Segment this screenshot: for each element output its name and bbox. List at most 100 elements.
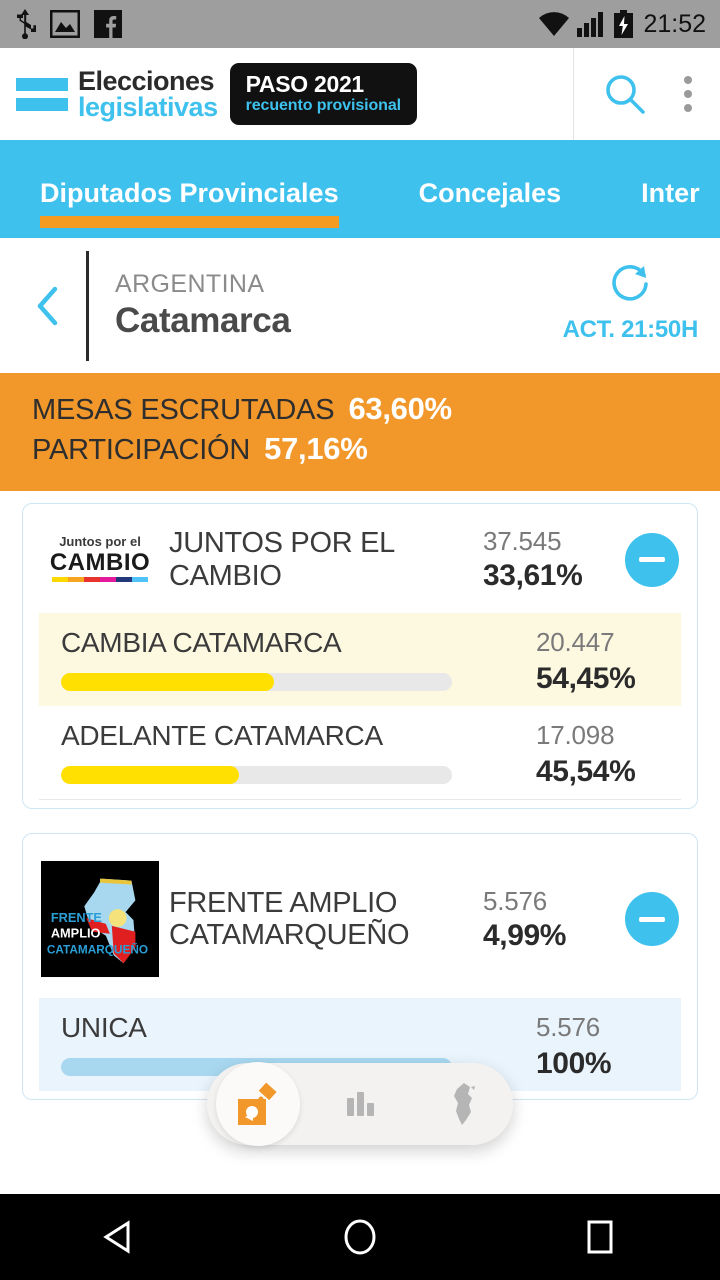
list-item[interactable]: CAMBIA CATAMARCA 20.447 54,45% bbox=[39, 613, 681, 706]
nav-home-button[interactable] bbox=[300, 1194, 420, 1280]
summary-label: MESAS ESCRUTADAS bbox=[32, 394, 335, 426]
sublist-percent: 100% bbox=[536, 1047, 612, 1080]
minus-circle-icon[interactable] bbox=[625, 892, 679, 946]
tab-label: Inter bbox=[641, 178, 700, 208]
party-sublist: UNICA 5.576 100% bbox=[23, 998, 697, 1099]
sublist-name: CAMBIA CATAMARCA bbox=[61, 627, 342, 658]
minus-circle-icon[interactable] bbox=[625, 532, 679, 587]
location-country: ARGENTINA bbox=[115, 270, 265, 298]
list-item[interactable]: ADELANTE CATAMARCA 17.098 45,54% bbox=[39, 706, 681, 800]
party-card: FRENTE AMPLIO CATAMARQUEÑO FRENTE AMPLIO… bbox=[22, 833, 698, 1100]
sublist-figures: 20.447 54,45% bbox=[536, 627, 671, 696]
battery-charging-icon bbox=[614, 10, 634, 38]
sublist-votes: 5.576 bbox=[536, 1012, 601, 1042]
back-triangle-icon bbox=[103, 1220, 130, 1254]
svg-text:FRENTE: FRENTE bbox=[51, 910, 103, 925]
sublist-figures: 17.098 45,54% bbox=[536, 720, 671, 789]
party-sublist: CAMBIA CATAMARCA 20.447 54,45% bbox=[23, 613, 697, 808]
ballot-vote-icon bbox=[238, 1082, 277, 1125]
summary-label: PARTICIPACIÓN bbox=[32, 434, 251, 466]
election-badge-subtitle: recuento provisional bbox=[245, 96, 401, 114]
sublist-figures: 5.576 100% bbox=[536, 1012, 671, 1081]
summary-banner: MESAS ESCRUTADAS 63,60% PARTICIPACIÓN 57… bbox=[0, 373, 720, 491]
juntos-por-el-cambio-logo: Juntos por el CAMBIO bbox=[41, 529, 159, 591]
progress-bar-fill bbox=[61, 673, 274, 691]
usb-icon bbox=[17, 9, 36, 39]
party-card: Juntos por el CAMBIO JUNTOS POR EL CAMBI… bbox=[22, 503, 698, 809]
nav-button-charts[interactable] bbox=[318, 1062, 402, 1146]
bar-chart-icon bbox=[347, 1092, 374, 1116]
argentina-map-icon bbox=[454, 1083, 475, 1125]
last-updated-label: ACT. 21:50H bbox=[562, 316, 699, 343]
sublist-name: ADELANTE CATAMARCA bbox=[61, 720, 383, 751]
sublist-percent: 54,45% bbox=[536, 662, 636, 695]
party-name: FRENTE AMPLIO CATAMARQUEÑO bbox=[169, 886, 410, 951]
tab-label: Diputados Provinciales bbox=[40, 178, 339, 208]
wifi-icon bbox=[539, 12, 570, 36]
location-divider bbox=[86, 250, 89, 361]
tab-diputados-provinciales[interactable]: Diputados Provinciales bbox=[40, 140, 339, 238]
chevron-left-icon bbox=[37, 286, 58, 325]
nav-button-map[interactable] bbox=[420, 1062, 504, 1146]
election-badge-title: PASO 2021 bbox=[245, 70, 365, 97]
summary-row-participacion: PARTICIPACIÓN 57,16% bbox=[32, 431, 720, 467]
status-bar-clock: 21:52 bbox=[643, 9, 706, 38]
tab-label: Concejales bbox=[418, 178, 562, 208]
svg-text:CAMBIO: CAMBIO bbox=[50, 549, 150, 576]
sublist-percent: 45,54% bbox=[536, 755, 636, 788]
android-status-bar: 21:52 bbox=[0, 0, 720, 48]
signal-icon bbox=[577, 12, 604, 37]
refresh-icon[interactable] bbox=[608, 262, 652, 306]
svg-text:AMPLIO: AMPLIO bbox=[51, 926, 101, 941]
tab-active-indicator bbox=[40, 216, 339, 228]
floating-bottom-nav bbox=[207, 1062, 513, 1146]
brand-line-2: legislativas bbox=[78, 92, 218, 122]
party-figures: 5.576 4,99% bbox=[483, 886, 613, 953]
brand-line-1: Elecciones bbox=[78, 65, 215, 96]
status-bar-right-icons: 21:52 bbox=[538, 10, 706, 39]
recents-square-icon bbox=[587, 1220, 613, 1254]
search-icon[interactable] bbox=[604, 73, 646, 115]
party-figures: 37.545 33,61% bbox=[483, 526, 613, 593]
party-votes: 5.576 bbox=[483, 885, 548, 916]
app-logo: Elecciones legislativas bbox=[0, 65, 218, 122]
progress-bar bbox=[61, 673, 452, 691]
sublist-votes: 17.098 bbox=[536, 720, 615, 750]
nav-button-results[interactable] bbox=[216, 1062, 300, 1146]
kebab-menu-icon[interactable] bbox=[678, 70, 698, 118]
location-header: ARGENTINA Catamarca ACT. 21:50H bbox=[0, 238, 720, 373]
svg-text:CATAMARQUEÑO: CATAMARQUEÑO bbox=[47, 942, 148, 956]
status-bar-left-icons bbox=[14, 9, 122, 39]
summary-row-mesas: MESAS ESCRUTADAS 63,60% bbox=[32, 391, 720, 427]
party-header[interactable]: Juntos por el CAMBIO JUNTOS POR EL CAMBI… bbox=[23, 504, 697, 613]
flag-bars-icon bbox=[16, 77, 68, 111]
progress-bar-fill bbox=[61, 766, 240, 784]
tab-intendentes[interactable]: Inter bbox=[641, 140, 700, 238]
location-district: Catamarca bbox=[115, 301, 291, 340]
category-tabs: Diputados Provinciales Concejales Inter bbox=[0, 140, 720, 238]
svg-text:Juntos por el: Juntos por el bbox=[59, 534, 141, 549]
frente-amplio-catamarqueno-logo: FRENTE AMPLIO CATAMARQUEÑO bbox=[41, 860, 159, 978]
screenshot-icon bbox=[50, 10, 80, 38]
facebook-icon bbox=[94, 10, 122, 38]
summary-value: 63,60% bbox=[348, 391, 452, 426]
android-nav-bar bbox=[0, 1194, 720, 1280]
app-bar: Elecciones legislativas PASO 2021 recuen… bbox=[0, 48, 720, 140]
home-circle-icon bbox=[344, 1219, 376, 1255]
nav-back-button[interactable] bbox=[60, 1194, 180, 1280]
sublist-votes: 20.447 bbox=[536, 627, 615, 657]
back-button[interactable] bbox=[18, 285, 78, 327]
tab-concejales[interactable]: Concejales bbox=[419, 140, 562, 238]
party-percent: 4,99% bbox=[483, 918, 567, 952]
election-badge: PASO 2021 recuento provisional bbox=[229, 62, 417, 126]
nav-recents-button[interactable] bbox=[540, 1194, 660, 1280]
progress-bar bbox=[61, 766, 452, 784]
list-item[interactable]: UNICA 5.576 100% bbox=[39, 998, 681, 1091]
sublist-name: UNICA bbox=[61, 1012, 147, 1043]
party-name: JUNTOS POR EL CAMBIO bbox=[169, 527, 394, 592]
summary-value: 57,16% bbox=[264, 431, 368, 466]
results-scroll-area[interactable]: Juntos por el CAMBIO JUNTOS POR EL CAMBI… bbox=[0, 491, 720, 1186]
party-votes: 37.545 bbox=[483, 526, 562, 556]
party-header[interactable]: FRENTE AMPLIO CATAMARQUEÑO FRENTE AMPLIO… bbox=[23, 834, 697, 998]
